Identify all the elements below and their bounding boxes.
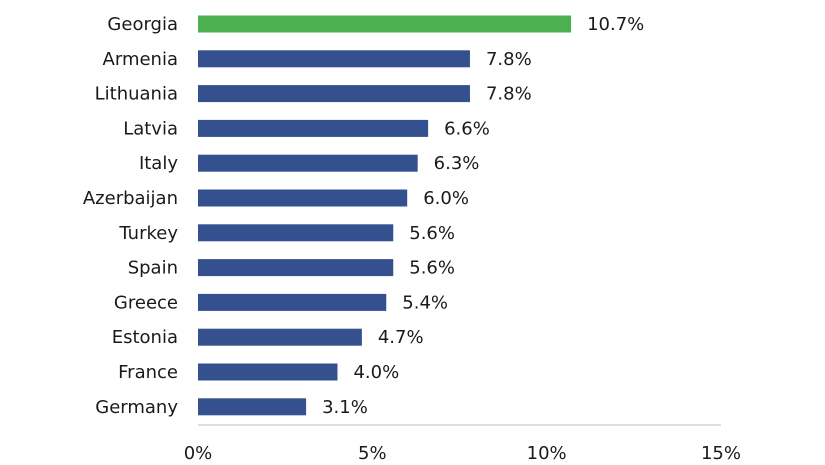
- bar-greece: [198, 293, 387, 311]
- category-label-greece: Greece: [114, 292, 178, 313]
- category-label-spain: Spain: [128, 258, 178, 279]
- bar-spain: [198, 259, 394, 277]
- category-labels-group: Georgia Armenia Lithuania Latvia Italy Azerba…: [83, 14, 178, 418]
- value-label-armenia: 7.8%: [486, 49, 532, 70]
- bar-azerbaijan: [198, 189, 408, 207]
- bar-latvia: [198, 119, 429, 137]
- value-labels-group: 10.7% 7.8% 7.8% 6.6% 6.3% 6.0% 5.6% 5.6% 5.4% 4.7…: [322, 14, 644, 418]
- x-tick-label: 10%: [527, 443, 567, 464]
- category-label-georgia: Georgia: [107, 14, 178, 35]
- category-label-italy: Italy: [139, 153, 178, 174]
- x-tick-label: 5%: [358, 443, 387, 464]
- value-label-greece: 5.4%: [402, 292, 448, 313]
- bar-germany: [198, 398, 307, 416]
- bar-france: [198, 363, 338, 381]
- bar-armenia: [198, 50, 470, 68]
- value-label-estonia: 4.7%: [378, 327, 424, 348]
- bars-group: [198, 15, 572, 416]
- value-label-france: 4.0%: [353, 362, 399, 383]
- bar-estonia: [198, 328, 362, 346]
- value-label-turkey: 5.6%: [409, 223, 455, 244]
- category-label-estonia: Estonia: [112, 327, 178, 348]
- category-label-france: France: [118, 362, 178, 383]
- x-tick-label: 0%: [184, 443, 213, 464]
- category-label-germany: Germany: [95, 397, 178, 418]
- bar-italy: [198, 154, 418, 172]
- value-label-spain: 5.6%: [409, 258, 455, 279]
- bar-lithuania: [198, 85, 470, 103]
- category-label-armenia: Armenia: [103, 49, 178, 70]
- category-label-azerbaijan: Azerbaijan: [83, 188, 178, 209]
- value-label-lithuania: 7.8%: [486, 84, 532, 105]
- value-label-latvia: 6.6%: [444, 118, 490, 139]
- value-label-georgia: 10.7%: [587, 14, 644, 35]
- value-label-italy: 6.3%: [434, 153, 480, 174]
- x-tick-label: 15%: [701, 443, 741, 464]
- bar-turkey: [198, 224, 394, 242]
- category-label-turkey: Turkey: [118, 223, 178, 244]
- x-tick-labels-group: 0% 5% 10% 15%: [184, 443, 741, 464]
- value-label-germany: 3.1%: [322, 397, 368, 418]
- category-label-latvia: Latvia: [123, 118, 178, 139]
- bar-georgia: [198, 15, 572, 33]
- value-label-azerbaijan: 6.0%: [423, 188, 469, 209]
- category-label-lithuania: Lithuania: [95, 84, 178, 105]
